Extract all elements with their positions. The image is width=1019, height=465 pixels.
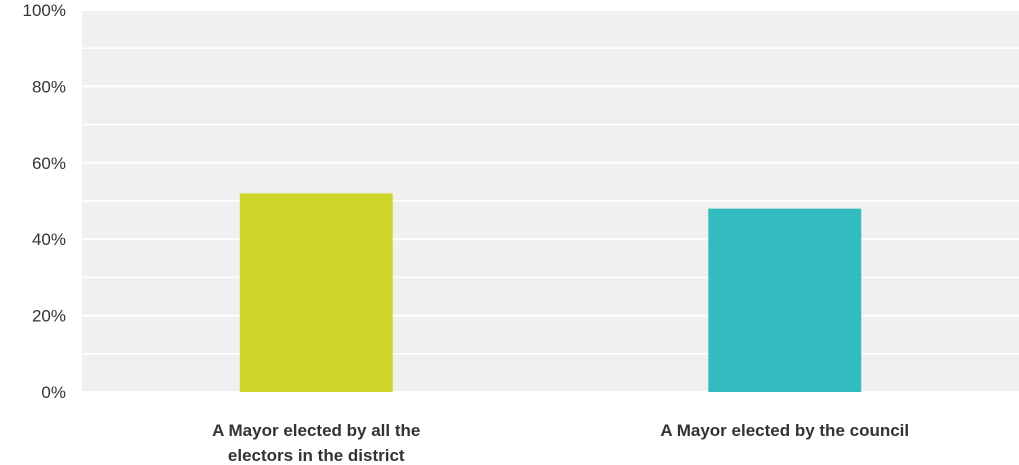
bars: [239, 193, 862, 392]
x-category-label-line: A Mayor elected by all the: [212, 421, 420, 440]
y-tick-label: 100%: [23, 1, 66, 20]
bar: [239, 193, 393, 392]
y-tick-label: 40%: [32, 230, 66, 249]
y-tick-label: 20%: [32, 307, 66, 326]
gridlines: [82, 9, 1019, 393]
x-category-label: A Mayor elected by all the electors in th…: [212, 421, 420, 465]
x-axis-category-labels: A Mayor elected by all the electors in th…: [212, 421, 909, 465]
bar: [708, 208, 862, 392]
y-tick-label: 80%: [32, 77, 66, 96]
x-category-label-line: electors in the district: [228, 446, 405, 465]
y-axis-tick-labels: 0% 20% 40% 60% 80% 100%: [23, 1, 66, 402]
y-tick-label: 60%: [32, 154, 66, 173]
y-tick-label: 0%: [41, 383, 66, 402]
x-category-label-line: A Mayor elected by the council: [660, 421, 909, 440]
x-category-label: A Mayor elected by the council: [660, 421, 909, 440]
